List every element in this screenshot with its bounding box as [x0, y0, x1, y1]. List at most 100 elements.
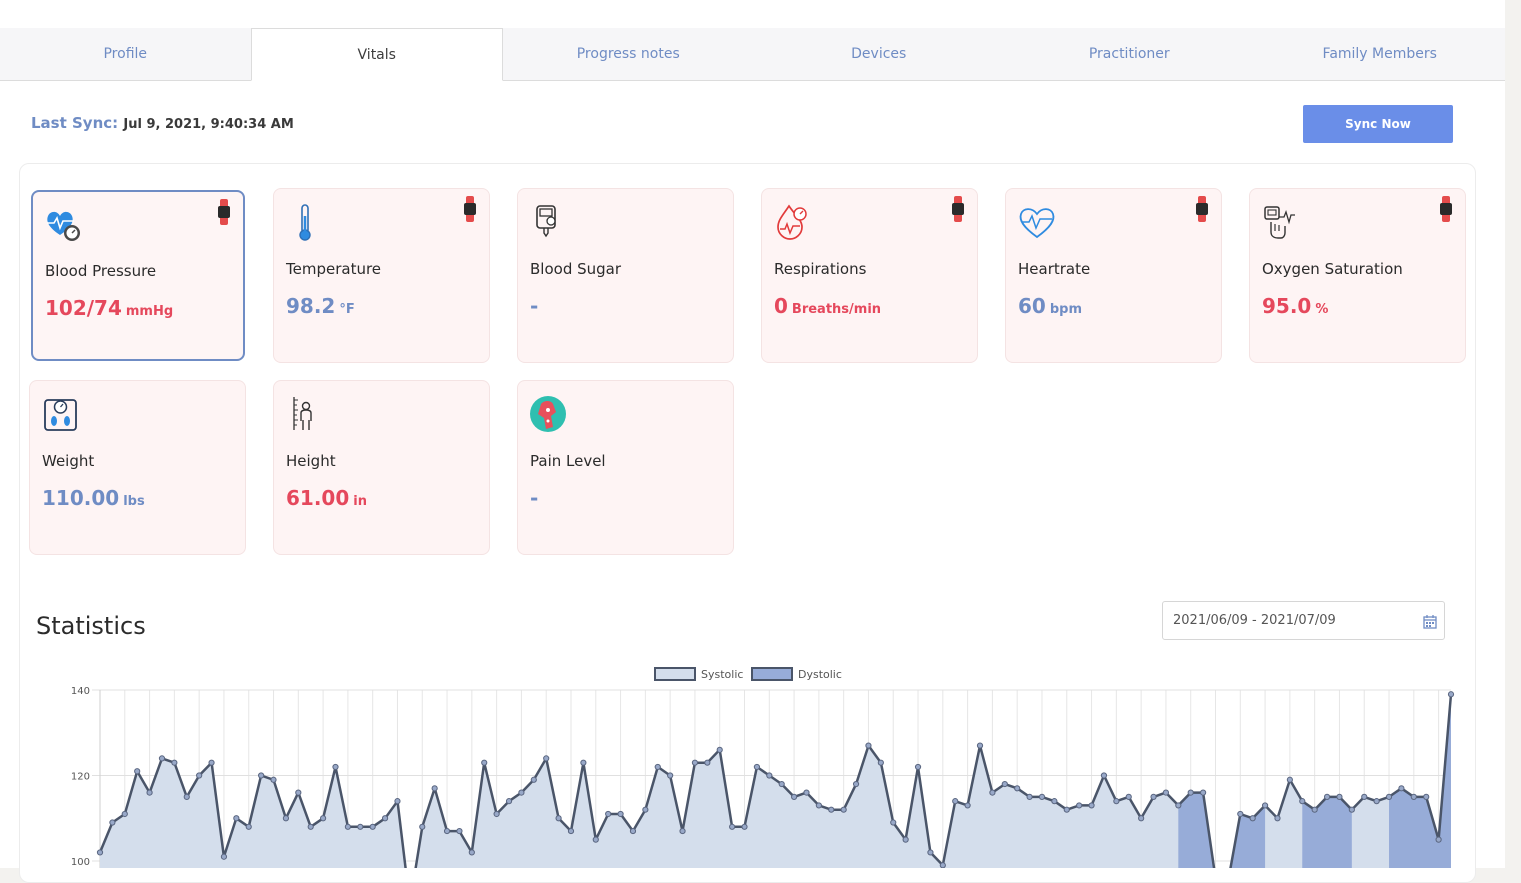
vital-card-temperature[interactable]: Temperature 98.2 °F	[273, 188, 490, 363]
data-point	[1162, 789, 1170, 796]
tab-progress-notes[interactable]: Progress notes	[576, 46, 680, 62]
data-point	[394, 798, 401, 805]
data-point	[605, 810, 612, 818]
data-point	[592, 836, 599, 843]
vital-label: Height	[286, 452, 336, 470]
data-point	[1088, 802, 1095, 809]
smartwatch-icon	[464, 196, 476, 222]
vital-number: 61.00	[286, 486, 350, 510]
data-point	[567, 827, 575, 835]
data-point	[555, 815, 562, 822]
data-point	[753, 763, 761, 771]
vital-number: 98.2	[286, 294, 336, 318]
vital-card-height[interactable]: Height 61.00 in	[273, 380, 490, 555]
vital-card-oxygen-saturation[interactable]: Oxygen Saturation 95.0%	[1249, 188, 1466, 363]
smartwatch-icon	[1196, 196, 1208, 222]
data-point	[505, 798, 513, 805]
sync-now-button[interactable]: Sync Now	[1303, 105, 1453, 143]
vital-card-blood-sugar[interactable]: Blood Sugar -	[517, 188, 734, 363]
tab-devices[interactable]: Devices	[851, 46, 907, 62]
data-point	[1398, 785, 1405, 792]
data-point	[1150, 793, 1157, 800]
data-point	[1014, 785, 1021, 792]
vital-label: Heartrate	[1018, 260, 1091, 278]
tab-practitioner[interactable]: Practitioner	[1088, 46, 1170, 62]
vital-card-weight[interactable]: Weight 110.00 lbs	[29, 380, 246, 555]
data-point	[1187, 789, 1194, 796]
data-point	[1447, 691, 1455, 698]
data-point	[320, 815, 327, 822]
data-point	[96, 849, 104, 856]
tab-bar: Profile Vitals Progress notes Devices Pr…	[0, 28, 1505, 81]
vital-value: 102/74 mmHg	[45, 296, 173, 320]
data-point	[1076, 802, 1083, 809]
data-point	[1435, 836, 1442, 843]
legend-label-systolic: Systolic	[701, 668, 743, 681]
blood-pressure-chart: 140 120 100 Systolic Dystolic	[71, 667, 1455, 868]
vital-label: Respirations	[774, 260, 867, 278]
tab-family-members[interactable]: Family Members	[1322, 46, 1437, 62]
data-point	[1323, 793, 1331, 800]
data-point	[729, 823, 736, 830]
data-point	[245, 823, 252, 830]
data-point	[877, 759, 884, 766]
y-tick-label: 140	[71, 686, 90, 697]
data-point	[121, 810, 128, 818]
data-point	[1311, 806, 1318, 813]
vital-number: 110.00	[42, 486, 120, 510]
glucometer-icon	[536, 205, 556, 238]
data-point	[543, 755, 550, 762]
vital-value: 61.00 in	[286, 486, 367, 510]
last-sync-label: Last Sync:	[31, 114, 119, 132]
smartwatch-icon	[1440, 196, 1452, 222]
data-point	[778, 780, 785, 788]
tab-profile[interactable]: Profile	[103, 46, 148, 62]
data-point	[952, 798, 959, 805]
y-tick-label: 100	[71, 857, 90, 868]
data-point	[1200, 789, 1207, 796]
vital-unit: °F	[339, 302, 355, 317]
data-point	[109, 819, 116, 826]
last-sync: Last Sync: Jul 9, 2021, 9:40:34 AM	[31, 114, 294, 132]
data-point	[530, 776, 537, 783]
data-point	[1237, 810, 1244, 818]
vital-unit: Breaths/min	[791, 302, 882, 317]
data-point	[1385, 793, 1393, 800]
data-point	[1138, 815, 1145, 822]
legend-label-dystolic: Dystolic	[798, 668, 842, 681]
vital-number: 102/74	[45, 296, 122, 320]
data-point	[914, 763, 922, 771]
dystolic-area	[1178, 792, 1266, 868]
data-point	[1373, 798, 1380, 805]
date-range-input[interactable]: 2021/06/09 - 2021/07/09	[1162, 601, 1445, 640]
data-point	[580, 759, 587, 766]
dystolic-area	[1389, 694, 1451, 868]
data-point	[468, 849, 475, 856]
data-point	[270, 776, 277, 783]
data-point	[1361, 793, 1368, 800]
data-point	[741, 823, 748, 830]
vital-card-heartrate[interactable]: Heartrate 60 bpm	[1005, 188, 1222, 363]
data-point	[1348, 806, 1355, 813]
data-point	[419, 823, 426, 830]
data-point	[1125, 793, 1132, 800]
vital-card-respirations[interactable]: Respirations 0 Breaths/min	[761, 188, 978, 363]
data-point	[369, 823, 376, 830]
vital-unit: %	[1315, 302, 1329, 317]
vital-card-blood-pressure[interactable]: Blood Pressure 102/74 mmHg	[31, 190, 245, 361]
data-point	[332, 763, 339, 771]
data-point	[220, 853, 228, 860]
vital-card-pain-level[interactable]: Pain Level -	[517, 380, 734, 555]
scrollbar-track[interactable]	[1505, 0, 1521, 868]
data-point	[840, 806, 847, 813]
tab-vitals[interactable]: Vitals	[250, 28, 503, 81]
data-point	[134, 768, 141, 775]
data-point	[828, 806, 835, 813]
data-point	[1423, 793, 1430, 800]
data-point	[1274, 815, 1281, 822]
vital-unit: lbs	[123, 494, 145, 509]
data-point	[456, 827, 463, 835]
systolic-line	[98, 694, 1453, 868]
calendar-icon[interactable]	[1423, 615, 1437, 629]
vital-number: -	[530, 486, 539, 510]
